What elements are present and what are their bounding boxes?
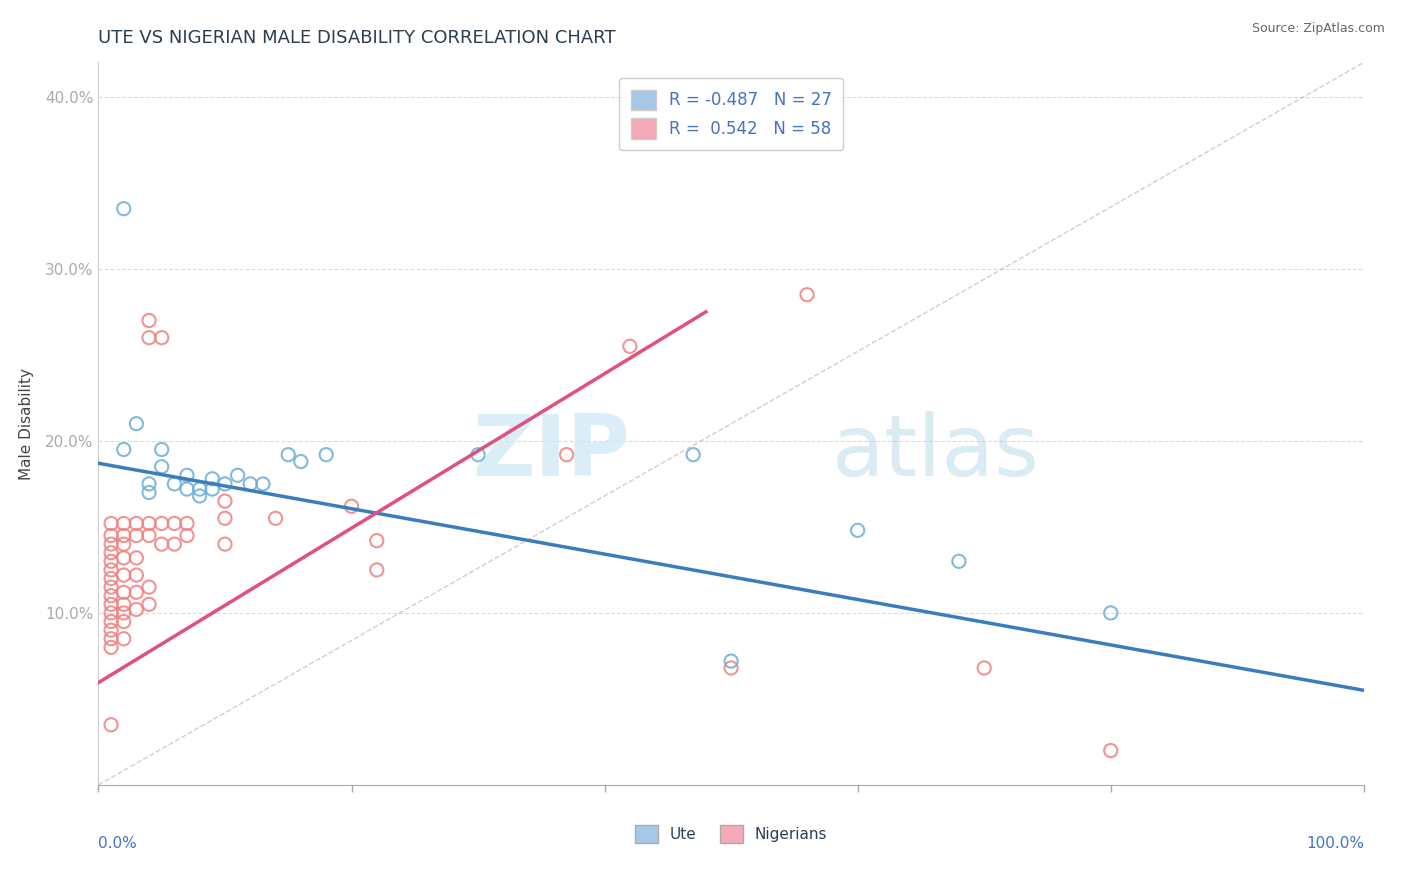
Point	[150, 459, 173, 474]
Point	[264, 511, 287, 525]
Point	[188, 489, 211, 503]
Point	[100, 563, 122, 577]
Point	[214, 537, 236, 551]
Point	[201, 482, 224, 496]
Point	[948, 554, 970, 568]
Point	[720, 661, 742, 675]
Point	[100, 717, 122, 731]
Point	[239, 476, 262, 491]
Point	[100, 598, 122, 612]
Point	[112, 632, 135, 646]
Text: ZIP: ZIP	[472, 411, 630, 494]
Legend: R = -0.487   N = 27, R =  0.542   N = 58: R = -0.487 N = 27, R = 0.542 N = 58	[619, 78, 844, 151]
Point	[163, 537, 186, 551]
Point	[112, 568, 135, 582]
Point	[125, 585, 148, 599]
Point	[366, 533, 388, 548]
Point	[340, 500, 363, 514]
Point	[125, 568, 148, 582]
Point	[176, 482, 198, 496]
Point	[176, 468, 198, 483]
Point	[138, 331, 160, 345]
Point	[973, 661, 995, 675]
Point	[138, 580, 160, 594]
Point	[252, 476, 274, 491]
Point	[112, 202, 135, 216]
Point	[112, 606, 135, 620]
Point	[125, 417, 148, 431]
Point	[112, 598, 135, 612]
Point	[125, 550, 148, 565]
Point	[290, 454, 312, 468]
Point	[138, 485, 160, 500]
Point	[100, 537, 122, 551]
Point	[555, 448, 578, 462]
Point	[100, 589, 122, 603]
Point	[138, 476, 160, 491]
Point	[150, 537, 173, 551]
Point	[150, 442, 173, 457]
Point	[112, 516, 135, 531]
Point	[467, 448, 489, 462]
Point	[100, 606, 122, 620]
Point	[138, 528, 160, 542]
Text: 0.0%: 0.0%	[98, 836, 138, 851]
Text: atlas: atlas	[832, 411, 1040, 494]
Point	[100, 580, 122, 594]
Text: 100.0%: 100.0%	[1306, 836, 1364, 851]
Point	[138, 598, 160, 612]
Point	[100, 632, 122, 646]
Point	[100, 546, 122, 560]
Point	[277, 448, 299, 462]
Point	[1099, 743, 1122, 757]
Point	[100, 640, 122, 655]
Point	[150, 331, 173, 345]
Point	[163, 516, 186, 531]
Point	[1099, 606, 1122, 620]
Point	[846, 524, 869, 538]
Point	[214, 476, 236, 491]
Point	[201, 472, 224, 486]
Point	[112, 537, 135, 551]
Point	[100, 528, 122, 542]
Point	[796, 287, 818, 301]
Point	[720, 654, 742, 668]
Point	[112, 442, 135, 457]
Text: Source: ZipAtlas.com: Source: ZipAtlas.com	[1251, 22, 1385, 36]
Point	[150, 516, 173, 531]
Point	[682, 448, 704, 462]
Point	[176, 528, 198, 542]
Point	[163, 476, 186, 491]
Point	[100, 623, 122, 637]
Point	[100, 516, 122, 531]
Point	[100, 554, 122, 568]
Point	[112, 585, 135, 599]
Point	[112, 615, 135, 629]
Y-axis label: Male Disability: Male Disability	[18, 368, 34, 480]
Point	[138, 516, 160, 531]
Point	[619, 339, 641, 353]
Point	[214, 511, 236, 525]
Point	[125, 602, 148, 616]
Point	[366, 563, 388, 577]
Point	[112, 528, 135, 542]
Text: UTE VS NIGERIAN MALE DISABILITY CORRELATION CHART: UTE VS NIGERIAN MALE DISABILITY CORRELAT…	[98, 29, 616, 47]
Point	[214, 494, 236, 508]
Point	[315, 448, 337, 462]
Point	[100, 615, 122, 629]
Point	[125, 528, 148, 542]
Point	[188, 482, 211, 496]
Point	[138, 313, 160, 327]
Point	[100, 572, 122, 586]
Point	[112, 550, 135, 565]
Point	[226, 468, 249, 483]
Point	[125, 516, 148, 531]
Point	[176, 516, 198, 531]
